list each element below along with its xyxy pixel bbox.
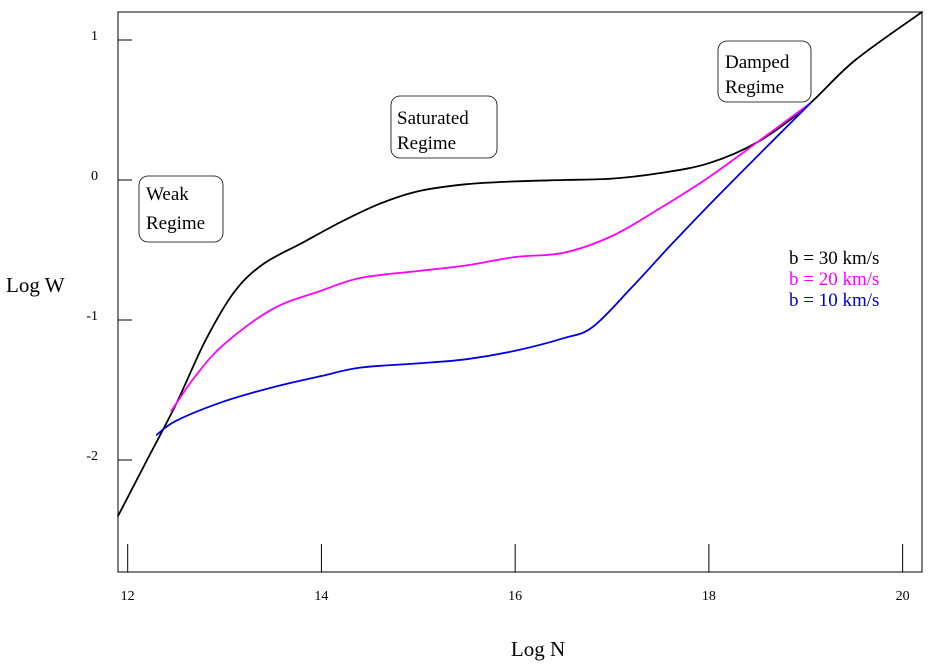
- x-tick-label: 18: [702, 589, 716, 604]
- y-tick-label: -2: [86, 449, 98, 464]
- annotation-line-2: Regime: [725, 77, 784, 98]
- series-lines: [117, 11, 923, 517]
- legend-entry-b10: b = 10 km/s: [789, 290, 879, 311]
- series-line-b20: [170, 102, 812, 412]
- y-tick-label: 0: [91, 169, 98, 184]
- legend-entry-b20: b = 20 km/s: [789, 269, 879, 290]
- series-line-b10: [155, 102, 812, 436]
- annotation-line-1: Saturated: [397, 108, 469, 129]
- annotation-saturated-regime: Saturated Regime: [390, 95, 498, 159]
- annotation-box: [138, 175, 224, 243]
- y-tick-label: 1: [91, 29, 98, 44]
- annotation-line-2: Regime: [146, 213, 205, 234]
- x-tick-label: 14: [314, 589, 328, 604]
- y-axis-title: Log W: [6, 273, 65, 297]
- x-axis-title: Log N: [511, 637, 565, 661]
- x-tick-label: 12: [121, 589, 135, 604]
- annotation-box: [390, 95, 498, 159]
- annotation-weak-regime: Weak Regime: [138, 175, 224, 243]
- annotation-line-1: Weak: [146, 184, 189, 205]
- annotation-damped-regime: Damped Regime: [717, 40, 812, 103]
- x-axis-ticks: 12 14 16 18 20: [121, 544, 910, 604]
- y-axis-ticks: 1 0 -1 -2: [86, 29, 132, 464]
- y-tick-label: -1: [86, 309, 98, 324]
- annotation-box: [717, 40, 812, 103]
- annotation-line-1: Damped: [725, 52, 790, 73]
- plot-frame: [117, 11, 923, 573]
- x-tick-label: 16: [508, 589, 522, 604]
- x-tick-label: 20: [896, 589, 910, 604]
- legend-entry-b30: b = 30 km/s: [789, 248, 879, 269]
- legend: b = 30 km/s b = 20 km/s b = 10 km/s: [789, 248, 879, 311]
- annotation-line-2: Regime: [397, 133, 456, 154]
